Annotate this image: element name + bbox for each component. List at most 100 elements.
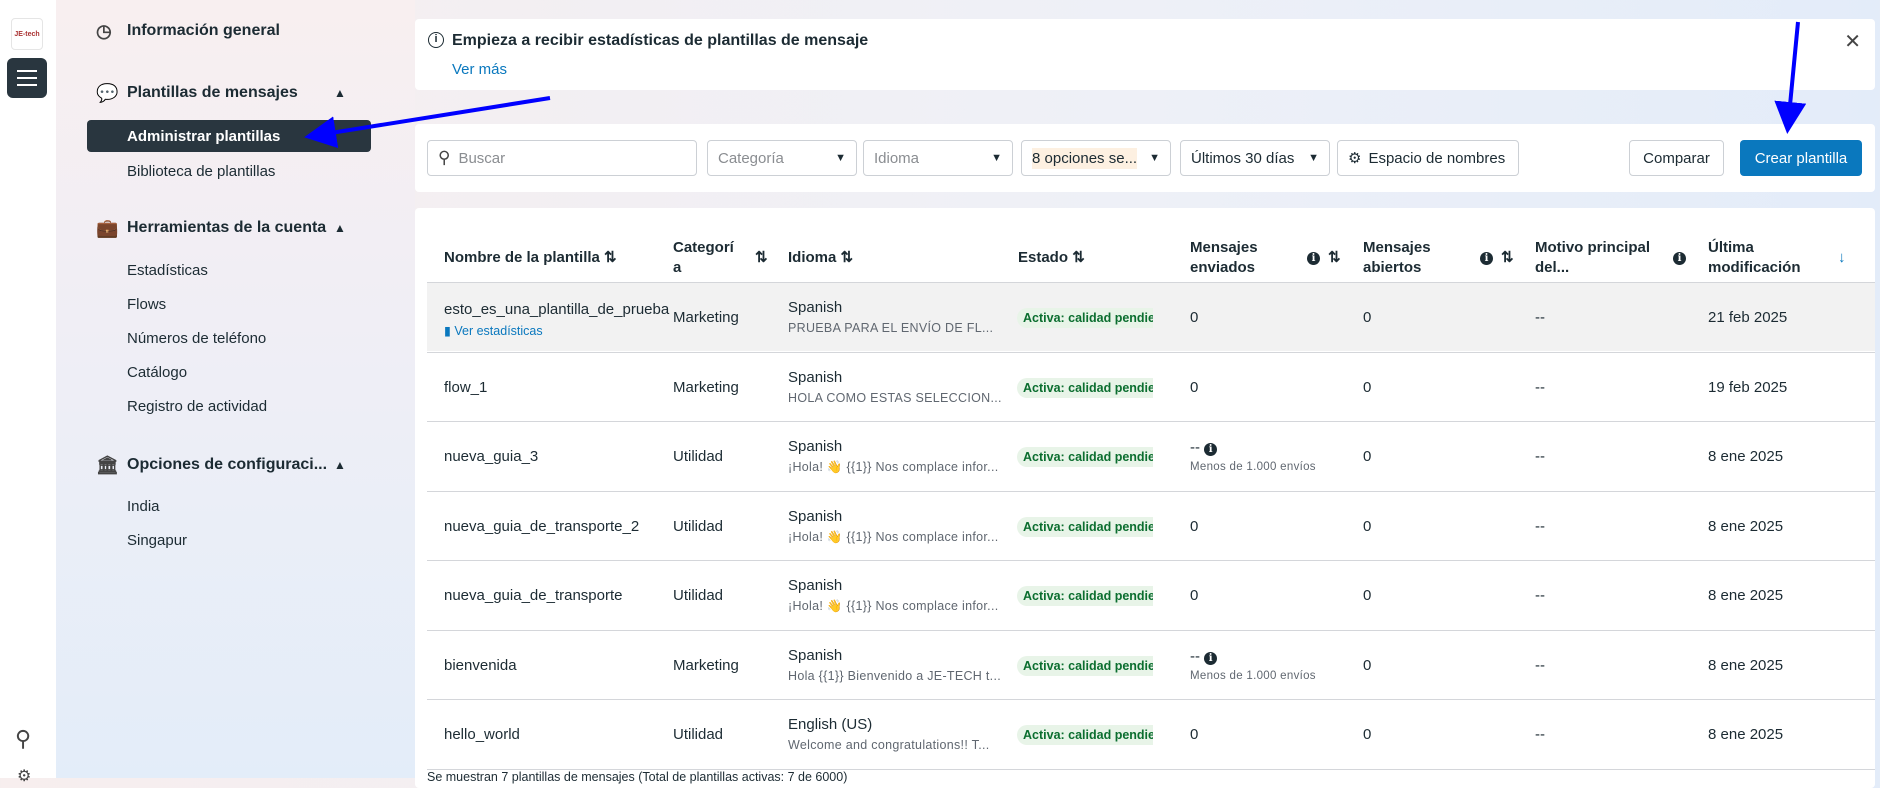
sidebar-item-india[interactable]: India: [127, 497, 160, 515]
sort-icon: ⇅: [1072, 249, 1085, 266]
messages-sent: 0: [1190, 517, 1199, 535]
namespace-button[interactable]: ⚙ Espacio de nombres: [1337, 140, 1519, 176]
info-icon[interactable]: i: [1307, 251, 1320, 265]
template-language: Spanish: [788, 299, 843, 316]
sort-icon: ⇅: [755, 249, 768, 266]
info-icon[interactable]: i: [1673, 251, 1686, 265]
template-language: Spanish: [788, 368, 843, 386]
messages-opened: 0: [1363, 378, 1372, 396]
sidebar-section-templates[interactable]: 💬 Plantillas de mensajes ▲: [96, 82, 346, 103]
sidebar-item-activity-log[interactable]: Registro de actividad: [127, 397, 268, 415]
col-sent[interactable]: Mensajes enviados i ⇅: [1190, 239, 1341, 276]
main-reason: --: [1535, 726, 1545, 743]
create-template-button[interactable]: Crear plantilla: [1740, 140, 1862, 176]
col-opened[interactable]: Mensajes abiertos i ⇅: [1363, 239, 1514, 276]
info-icon[interactable]: i: [1204, 651, 1218, 665]
info-icon[interactable]: i: [1480, 251, 1493, 265]
table-divider: [427, 768, 1875, 770]
messages-sent: 0: [1190, 726, 1199, 743]
col-modified[interactable]: Última modificación ↓: [1708, 239, 1846, 276]
bar-chart-icon: ▮: [444, 324, 451, 338]
sidebar-item-overview[interactable]: ◷ Información general: [96, 20, 280, 41]
messages-opened: 0: [1363, 726, 1372, 743]
sidebar-item-singapur[interactable]: Singapur: [127, 531, 188, 549]
category-select[interactable]: Categoría ▼: [707, 140, 857, 176]
sort-icon: ⇅: [1328, 249, 1341, 266]
col-reason[interactable]: Motivo principal del... i: [1535, 228, 1686, 288]
arrow-to-manage-templates: [304, 96, 551, 149]
last-modified: 19 feb 2025: [1708, 378, 1788, 396]
main-reason: --: [1535, 587, 1545, 604]
col-name[interactable]: Nombre de la plantilla ⇅: [444, 249, 617, 266]
table-row[interactable]: esto_es_una_plantilla_de_prueba ▮ Ver es…: [427, 282, 1875, 351]
col-language[interactable]: Idioma ⇅: [788, 249, 854, 266]
sidebar-item-template-library[interactable]: Biblioteca de plantillas: [127, 162, 276, 180]
sort-icon: ⇅: [840, 249, 854, 266]
main-reason: --: [1535, 517, 1545, 535]
template-preview: ¡Hola! 👋 {{1}} Nos complace infor...: [788, 529, 999, 544]
template-category: Utilidad: [673, 587, 724, 604]
last-modified: 8 ene 2025: [1708, 448, 1784, 465]
messages-opened: 0: [1363, 448, 1372, 465]
col-category[interactable]: Categorí a ⇅: [673, 239, 768, 276]
sidebar-item-phone-numbers[interactable]: Números de teléfono: [127, 329, 267, 347]
table-row[interactable]: flow_1 Marketing Spanish HOLA COMO ESTAS…: [427, 351, 1875, 421]
template-name[interactable]: bienvenida: [444, 656, 517, 674]
template-name[interactable]: nueva_guia_3: [444, 448, 539, 465]
template-category: Marketing: [673, 309, 739, 326]
template-name[interactable]: hello_world: [444, 726, 520, 743]
left-rail: JE-tech ⚲ ⚙: [0, 0, 56, 785]
template-category: Marketing: [673, 656, 739, 674]
caret-down-icon: ▼: [991, 152, 1002, 164]
sidebar-section-config[interactable]: 🏛 Opciones de configuraci... ▲: [96, 454, 346, 475]
sort-icon: ⇅: [604, 249, 617, 266]
table-row[interactable]: nueva_guia_3 Utilidad Spanish ¡Hola! 👋 {…: [427, 421, 1875, 490]
messages-sent: 0: [1190, 309, 1199, 326]
messages-opened: 0: [1363, 517, 1372, 535]
sidebar-section-tools[interactable]: 💼 Herramientas de la cuenta ▲: [96, 217, 346, 238]
period-select[interactable]: Últimos 30 días ▼: [1180, 140, 1330, 176]
banner-see-more-link[interactable]: Ver más: [452, 61, 508, 78]
menu-button[interactable]: [7, 58, 47, 98]
search-input[interactable]: ⚲ Buscar: [427, 140, 697, 176]
chat-bubbles-icon: 💬: [96, 82, 119, 103]
template-category: Utilidad: [673, 517, 724, 535]
last-modified: 21 feb 2025: [1708, 309, 1788, 326]
sort-desc-icon: ↓: [1838, 249, 1846, 266]
sidebar-item-flows[interactable]: Flows: [127, 295, 167, 313]
table-row[interactable]: nueva_guia_de_transporte Utilidad Spanis…: [427, 560, 1875, 629]
template-category: Marketing: [673, 378, 739, 396]
table-row[interactable]: bienvenida Marketing Spanish Hola {{1}} …: [427, 629, 1875, 699]
bank-icon: 🏛: [96, 454, 119, 475]
messages-opened: 0: [1363, 587, 1372, 604]
language-select[interactable]: Idioma ▼: [863, 140, 1013, 176]
gear-icon: ⚙: [1348, 150, 1362, 167]
caret-down-icon: ▼: [1149, 152, 1160, 164]
last-modified: 8 ene 2025: [1708, 726, 1784, 743]
template-name[interactable]: esto_es_una_plantilla_de_prueba: [444, 301, 670, 318]
chevron-up-icon: ▲: [334, 86, 346, 100]
sidebar-item-statistics[interactable]: Estadísticas: [127, 261, 208, 279]
template-name[interactable]: nueva_guia_de_transporte: [444, 587, 623, 604]
filter-bar: ⚲ Buscar Categoría ▼ Idioma ▼ 8 opciones se…: [415, 124, 1875, 192]
chevron-up-icon: ▲: [334, 221, 346, 235]
template-preview: ¡Hola! 👋 {{1}} Nos complace infor...: [788, 460, 999, 474]
briefcase-icon: 💼: [96, 217, 119, 238]
template-language: Spanish: [788, 577, 843, 594]
sent-note: Menos de 1.000 envíos: [1190, 461, 1316, 473]
sidebar-item-catalog[interactable]: Catálogo: [127, 363, 188, 381]
status-select[interactable]: 8 opciones se... ▼: [1021, 140, 1171, 176]
col-status[interactable]: Estado ⇅: [1018, 249, 1085, 266]
template-name[interactable]: flow_1: [444, 378, 488, 396]
view-stats-link[interactable]: ▮ Ver estadísticas: [444, 324, 543, 338]
info-icon[interactable]: i: [1204, 443, 1218, 456]
business-logo[interactable]: JE-tech: [11, 18, 43, 50]
table-row[interactable]: hello_world Utilidad English (US) Welcom…: [427, 699, 1875, 768]
template-preview: Welcome and congratulations!! T...: [788, 738, 990, 752]
table-row[interactable]: nueva_guia_de_transporte_2 Utilidad Span…: [427, 490, 1875, 560]
compare-button[interactable]: Comparar: [1629, 140, 1724, 176]
close-icon[interactable]: ✕: [1844, 31, 1861, 53]
template-name[interactable]: nueva_guia_de_transporte_2: [444, 517, 640, 535]
search-icon[interactable]: ⚲: [15, 726, 32, 751]
